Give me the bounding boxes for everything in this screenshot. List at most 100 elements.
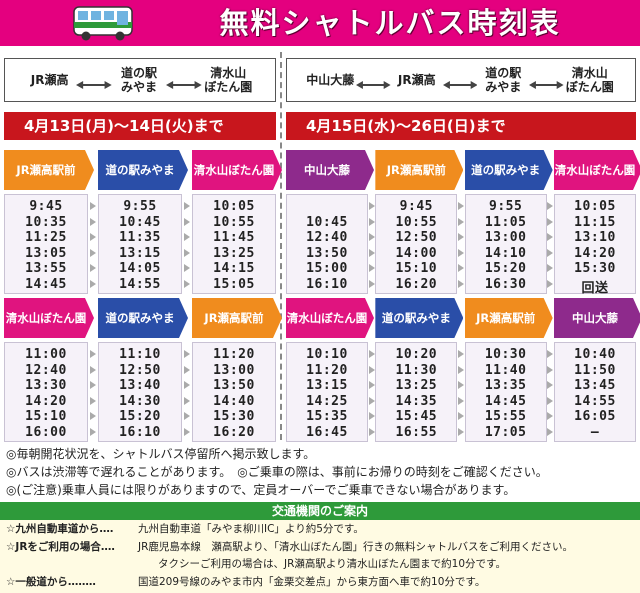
time-cell: 13:55 bbox=[25, 261, 67, 277]
time-cell: 10:45 bbox=[306, 214, 348, 230]
row-arrow bbox=[368, 233, 375, 242]
title: 無料シャトルバス時刻表 bbox=[219, 6, 561, 40]
transport-title: 交通機関のご案内 bbox=[0, 502, 640, 520]
time-cell: 13:25 bbox=[395, 378, 438, 394]
time-cell: 11:00 bbox=[25, 347, 67, 362]
row-arrow bbox=[184, 233, 190, 242]
route-arrow bbox=[76, 75, 113, 89]
row-arrow bbox=[458, 350, 464, 358]
row-arrow bbox=[90, 396, 96, 405]
transport-label: ☆一般道から‥‥‥‥ bbox=[6, 575, 96, 588]
row-arrow bbox=[368, 217, 375, 226]
column-header: 道の駅みやま bbox=[98, 150, 188, 190]
time-cell: 15:30 bbox=[213, 409, 255, 425]
route-arrow bbox=[356, 75, 391, 89]
time-cell: 15:45 bbox=[395, 409, 438, 425]
time-cell: 13:05 bbox=[25, 245, 67, 261]
route-box: 中山大藤 JR瀬高 道の駅 みやま 清水山 ぼたん園 bbox=[286, 58, 636, 102]
time-cell: 11:30 bbox=[395, 362, 438, 378]
column-header: 中山大藤 bbox=[554, 298, 640, 338]
time-cell: 10:05 bbox=[574, 199, 616, 214]
note: ◎毎朝開花状況を、シャトルバス停留所へ掲示致します。 bbox=[6, 447, 316, 461]
time-cell: 15:35 bbox=[306, 409, 348, 425]
row-arrow bbox=[458, 365, 464, 374]
time-cell: 14:45 bbox=[484, 393, 527, 409]
column-body: 10:05 11:15 13:10 14:20 15:30 回送 bbox=[554, 194, 636, 296]
row-arrow bbox=[547, 365, 554, 374]
time-cell: 14:25 bbox=[306, 393, 348, 409]
time-cell: 11:35 bbox=[119, 230, 161, 246]
route-arrow bbox=[442, 75, 478, 89]
column-body: 11:20 13:00 13:50 14:40 15:30 16:20 bbox=[192, 342, 276, 442]
row-arrow bbox=[547, 202, 554, 210]
row-arrow bbox=[547, 248, 554, 257]
column-body: 9:45 10:35 11:25 13:05 13:55 14:45 bbox=[4, 194, 88, 294]
row-arrow bbox=[368, 428, 375, 436]
column-header: 道の駅みやま bbox=[375, 298, 463, 338]
row-arrow bbox=[90, 202, 96, 210]
row-arrow bbox=[458, 412, 464, 421]
row-arrow bbox=[368, 350, 375, 358]
column-body: 10:45 12:40 13:50 15:00 16:10 bbox=[286, 194, 368, 294]
time-cell: 16:30 bbox=[484, 277, 527, 292]
transport-area: ☆九州自動車道から‥‥ 九州自動車道「みやま柳川IC」より約5分です。 ☆JRをご利… bbox=[0, 520, 640, 593]
column-body: 9:55 11:05 13:00 14:10 15:20 16:30 bbox=[464, 194, 547, 294]
time-cell: 15:55 bbox=[484, 409, 527, 425]
row-arrow bbox=[547, 412, 554, 421]
transport-text: タクシーご利用の場合は、JR瀬高駅より清水山ぼたん園まで約10分です。 bbox=[158, 558, 506, 570]
row-arrow bbox=[184, 217, 190, 226]
time-cell: 11:20 bbox=[306, 362, 348, 378]
route-stop: 清水山 ぼたん園 bbox=[565, 65, 614, 94]
transport-label: ☆九州自動車道から‥‥ bbox=[6, 523, 114, 535]
row-arrow bbox=[458, 381, 464, 390]
time-cell: 11:40 bbox=[484, 362, 527, 378]
row-arrow bbox=[90, 381, 96, 390]
column-body: 9:45 10:55 12:50 14:00 15:10 16:20 bbox=[375, 194, 458, 294]
column-header: 道の駅みやま bbox=[98, 298, 188, 338]
time-cell: 12:50 bbox=[395, 230, 438, 246]
time-cell: — bbox=[590, 425, 600, 440]
note: ◎バスは渋滞等で遅れることがあります。 ◎ご乗車の際は、事前にお帰りの時刻をご確… bbox=[6, 465, 548, 479]
row-arrow bbox=[547, 428, 554, 436]
row-arrow bbox=[547, 264, 554, 273]
row-arrow bbox=[368, 248, 375, 257]
column-body: 10:40 11:50 13:45 14:55 16:05— bbox=[554, 342, 636, 442]
time-cell: 9:45 bbox=[399, 199, 433, 214]
time-cell: 14:40 bbox=[213, 393, 255, 409]
time-cell: 15:05 bbox=[213, 277, 255, 292]
row-arrow bbox=[368, 202, 375, 210]
column-header: JR瀬高駅前 bbox=[465, 298, 553, 338]
time-cell: 14:00 bbox=[395, 245, 438, 261]
row-arrow bbox=[368, 412, 375, 421]
row-arrow bbox=[368, 280, 375, 288]
row-arrow bbox=[90, 264, 96, 273]
time-cell: 14:20 bbox=[25, 393, 67, 409]
time-cell: 14:35 bbox=[395, 393, 438, 409]
time-cell: 10:40 bbox=[574, 347, 616, 362]
time-cell: 10:55 bbox=[395, 214, 438, 230]
row-arrow bbox=[458, 396, 464, 405]
column-header: 中山大藤 bbox=[286, 150, 374, 190]
row-arrow bbox=[368, 396, 375, 405]
time-cell: 15:30 bbox=[574, 261, 616, 277]
row-arrow bbox=[368, 381, 375, 390]
time-cell: 13:10 bbox=[574, 230, 616, 246]
time-cell: 16:10 bbox=[119, 425, 161, 440]
time-cell: 14:10 bbox=[484, 245, 527, 261]
header-band: 無料シャトルバス時刻表 bbox=[0, 0, 640, 46]
time-cell: 9:45 bbox=[29, 199, 63, 214]
row-arrow bbox=[90, 350, 96, 358]
column-header: JR瀬高駅前 bbox=[375, 150, 463, 190]
period-label: 4月15日(水)～26日(日)まで bbox=[286, 112, 636, 140]
time-cell: 11:25 bbox=[25, 230, 67, 246]
row-arrow bbox=[184, 412, 190, 421]
column-header: 清水山ぼたん園 bbox=[554, 150, 640, 190]
row-arrow bbox=[458, 233, 464, 242]
time-cell: 11:10 bbox=[119, 347, 161, 362]
column-header: 清水山ぼたん園 bbox=[286, 298, 374, 338]
time-cell: 15:00 bbox=[306, 261, 348, 277]
time-cell: 10:45 bbox=[119, 214, 161, 230]
time-cell: 16:20 bbox=[395, 277, 438, 292]
route-arrow bbox=[529, 75, 564, 89]
